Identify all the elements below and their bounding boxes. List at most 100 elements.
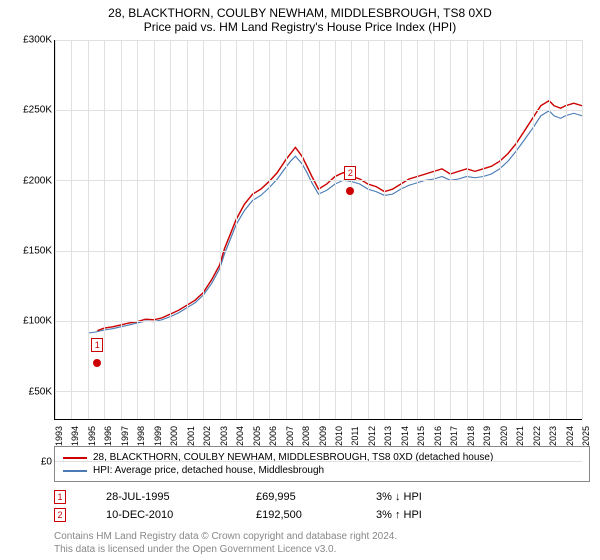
gridline-v (269, 40, 270, 419)
gridline-v (351, 40, 352, 419)
gridline-v (434, 40, 435, 419)
x-tick-label: 2007 (285, 426, 295, 446)
legend: 28, BLACKTHORN, COULBY NEWHAM, MIDDLESBR… (54, 446, 590, 482)
x-tick-label: 2006 (268, 426, 278, 446)
x-tick-label: 2022 (532, 426, 542, 446)
sale-row-date: 10-DEC-2010 (106, 509, 216, 521)
footer-line2: This data is licensed under the Open Gov… (54, 543, 590, 556)
chart-container: 28, BLACKTHORN, COULBY NEWHAM, MIDDLESBR… (0, 0, 600, 560)
footer-line1: Contains HM Land Registry data © Crown c… (54, 530, 590, 543)
title-address: 28, BLACKTHORN, COULBY NEWHAM, MIDDLESBR… (10, 6, 590, 20)
x-tick-label: 1994 (70, 426, 80, 446)
x-tick-label: 1997 (120, 426, 130, 446)
sale-marker-dot (346, 187, 354, 195)
sale-row: 2 10-DEC-2010 £192,500 3% ↑ HPI (54, 506, 590, 524)
x-tick-label: 2012 (367, 426, 377, 446)
x-tick-label: 1995 (87, 426, 97, 446)
plot-area: 12 (54, 40, 582, 420)
gridline-v (335, 40, 336, 419)
sale-row-price: £69,995 (256, 491, 336, 503)
x-tick-label: 2001 (186, 426, 196, 446)
gridline-v (71, 40, 72, 419)
x-tick-label: 2016 (433, 426, 443, 446)
x-tick-label: 2017 (449, 426, 459, 446)
sale-marker-dot (93, 359, 101, 367)
sale-row-price: £192,500 (256, 509, 336, 521)
gridline-v (203, 40, 204, 419)
x-tick-label: 2002 (202, 426, 212, 446)
x-tick-label: 2018 (466, 426, 476, 446)
below-chart: 28, BLACKTHORN, COULBY NEWHAM, MIDDLESBR… (10, 442, 590, 556)
gridline-v (549, 40, 550, 419)
gridline-v (533, 40, 534, 419)
gridline-v (170, 40, 171, 419)
gridline-v (516, 40, 517, 419)
gridline-v (104, 40, 105, 419)
legend-swatch-hpi (63, 470, 87, 472)
x-axis: 1993199419951996199719981999200020012002… (54, 420, 582, 440)
gridline-v (154, 40, 155, 419)
sale-row-date: 28-JUL-1995 (106, 491, 216, 503)
legend-item-hpi: HPI: Average price, detached house, Midd… (63, 464, 581, 477)
x-tick-label: 2014 (400, 426, 410, 446)
x-tick-label: 1998 (136, 426, 146, 446)
title-subtitle: Price paid vs. HM Land Registry's House … (10, 20, 590, 34)
gridline-v (55, 40, 56, 419)
gridline-h (55, 461, 582, 462)
gridline-v (368, 40, 369, 419)
x-tick-label: 2025 (581, 426, 591, 446)
title-area: 28, BLACKTHORN, COULBY NEWHAM, MIDDLESBR… (10, 6, 590, 38)
gridline-v (467, 40, 468, 419)
y-tick-label: £300K (23, 35, 52, 46)
sale-row: 128-JUL-1995£69,9953% ↓ HPI (54, 488, 590, 506)
legend-swatch-property (63, 457, 87, 459)
y-tick-label: £100K (23, 316, 52, 327)
y-tick-label: £150K (23, 246, 52, 257)
y-tick-label: £200K (23, 175, 52, 186)
x-tick-label: 2003 (219, 426, 229, 446)
x-tick-label: 2019 (482, 426, 492, 446)
x-tick-label: 2000 (169, 426, 179, 446)
gridline-v (286, 40, 287, 419)
gridline-v (500, 40, 501, 419)
x-tick-label: 2013 (383, 426, 393, 446)
legend-item-property: 28, BLACKTHORN, COULBY NEWHAM, MIDDLESBR… (63, 451, 581, 464)
x-tick-label: 1999 (153, 426, 163, 446)
x-tick-label: 2004 (235, 426, 245, 446)
sale-row-marker: 2 (54, 508, 66, 522)
x-tick-label: 2005 (252, 426, 262, 446)
gridline-v (137, 40, 138, 419)
y-tick-label: £50K (29, 386, 52, 397)
gridline-v (582, 40, 583, 419)
gridline-v (450, 40, 451, 419)
chart-plot-wrap: £0£50K£100K£150K£200K£250K£300K 12 19931… (10, 40, 590, 440)
gridline-v (319, 40, 320, 419)
x-tick-label: 2015 (416, 426, 426, 446)
sale-row-marker: 1 (54, 490, 66, 504)
gridline-v (483, 40, 484, 419)
footer: Contains HM Land Registry data © Crown c… (54, 530, 590, 556)
x-tick-label: 2024 (565, 426, 575, 446)
x-tick-label: 2023 (548, 426, 558, 446)
gridline-v (187, 40, 188, 419)
gridline-v (417, 40, 418, 419)
x-tick-label: 1996 (103, 426, 113, 446)
sale-marker-box: 2 (344, 166, 356, 180)
x-tick-label: 2011 (350, 426, 360, 445)
x-tick-label: 2010 (334, 426, 344, 446)
gridline-v (302, 40, 303, 419)
x-tick-label: 2008 (301, 426, 311, 446)
x-tick-label: 2021 (515, 426, 525, 446)
sales-table: 128-JUL-1995£69,9953% ↓ HPI210-DEC-2010£… (54, 488, 590, 524)
gridline-v (121, 40, 122, 419)
gridline-v (253, 40, 254, 419)
y-tick-label: £250K (23, 105, 52, 116)
gridline-v (220, 40, 221, 419)
x-tick-label: 2020 (499, 426, 509, 446)
gridline-v (88, 40, 89, 419)
x-tick-label: 2009 (318, 426, 328, 446)
y-axis: £0£50K£100K£150K£200K£250K£300K (10, 40, 54, 420)
x-tick-label: 1993 (54, 426, 64, 446)
gridline-v (566, 40, 567, 419)
sale-row-delta: 3% ↑ HPI (376, 509, 456, 521)
